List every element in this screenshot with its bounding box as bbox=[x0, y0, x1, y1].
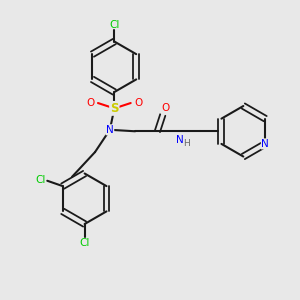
Text: Cl: Cl bbox=[80, 238, 90, 248]
Text: N: N bbox=[176, 135, 184, 145]
Text: H: H bbox=[183, 139, 190, 148]
Text: O: O bbox=[134, 98, 142, 108]
Text: Cl: Cl bbox=[109, 20, 119, 30]
Text: N: N bbox=[106, 125, 114, 135]
Text: S: S bbox=[110, 102, 118, 115]
Text: Cl: Cl bbox=[36, 175, 46, 184]
Text: N: N bbox=[261, 139, 269, 149]
Text: O: O bbox=[86, 98, 95, 108]
Text: O: O bbox=[161, 103, 169, 113]
